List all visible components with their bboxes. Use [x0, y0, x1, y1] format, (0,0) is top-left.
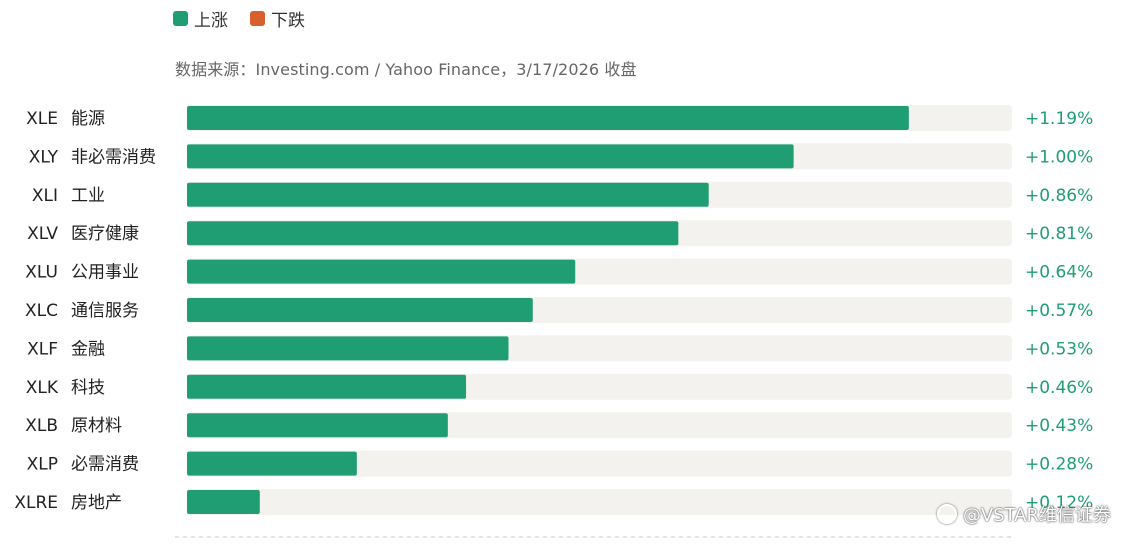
sector-label: 科技	[71, 378, 105, 398]
value-label: +0.46%	[1025, 378, 1093, 398]
value-label: +0.43%	[1025, 416, 1093, 436]
bar-track	[187, 489, 1012, 515]
bar-row-xli: XLI 工业 +0.86%	[32, 181, 1093, 208]
ticker-label: XLP	[27, 455, 58, 475]
sector-label: 工业	[71, 186, 105, 206]
ticker-label: XLRE	[14, 493, 58, 513]
bar-row-xlk: XLK 科技 +0.46%	[26, 373, 1093, 400]
bar	[187, 413, 448, 438]
ticker-label: XLK	[26, 378, 59, 398]
bar-row-xlu: XLU 公用事业 +0.64%	[25, 258, 1093, 285]
bar	[187, 221, 679, 246]
value-label: +0.12%	[1025, 493, 1093, 513]
bar	[187, 451, 357, 476]
sector-label: 通信服务	[71, 301, 139, 321]
sector-label: 非必需消费	[71, 147, 156, 167]
bar-row-xlb: XLB 原材料 +0.43%	[25, 412, 1093, 439]
legend-item-up: 上涨	[173, 6, 228, 31]
watermark-text: @VSTAR维信证券	[962, 505, 1111, 526]
ticker-label: XLF	[27, 339, 58, 359]
value-label: +0.81%	[1025, 224, 1093, 244]
value-label: +0.57%	[1025, 301, 1093, 321]
ticker-label: XLU	[25, 263, 58, 283]
sector-label: 公用事业	[71, 263, 139, 283]
bars-layer: XLE 能源 +1.19% XLY 非必需消费 +1.00% XLI 工业 +0.86% XLV 医…	[14, 105, 1093, 515]
ticker-label: XLY	[29, 147, 59, 167]
watermark-icon	[936, 504, 957, 524]
bar	[187, 298, 533, 322]
bar	[187, 336, 509, 361]
sector-label: 必需消费	[71, 455, 139, 475]
sector-label: 能源	[71, 109, 105, 129]
bar-row-xly: XLY 非必需消费 +1.00%	[29, 143, 1093, 170]
legend-item-down: 下跌	[250, 6, 305, 31]
sector-label: 原材料	[71, 416, 122, 436]
legend-swatch-down	[250, 11, 265, 26]
bar	[187, 182, 709, 207]
sector-label: 金融	[71, 339, 105, 359]
bar-track	[187, 450, 1012, 477]
legend-label-up: 上涨	[194, 11, 228, 31]
ticker-label: XLC	[25, 301, 58, 321]
legend-label-down: 下跌	[271, 11, 305, 31]
ticker-label: XLV	[27, 224, 58, 244]
bar-row-xlf: XLF 金融 +0.53%	[27, 335, 1093, 362]
data-source-note: 数据来源：Investing.com / Yahoo Finance，3/17/…	[175, 60, 637, 79]
bar	[187, 144, 794, 169]
value-label: +0.86%	[1025, 186, 1093, 206]
bar-row-xlv: XLV 医疗健康 +0.81%	[27, 220, 1093, 247]
bar	[187, 259, 576, 284]
value-label: +0.64%	[1025, 263, 1093, 283]
bar-row-xlp: XLP 必需消费 +0.28%	[27, 450, 1093, 477]
sector-label: 医疗健康	[71, 224, 139, 244]
value-label: +0.28%	[1025, 455, 1093, 475]
bar	[187, 106, 909, 130]
sector-label: 房地产	[71, 493, 122, 513]
legend-swatch-up	[173, 11, 188, 26]
bar	[187, 374, 467, 399]
value-label: +0.53%	[1025, 339, 1093, 359]
value-label: +1.00%	[1025, 147, 1093, 167]
value-label: +1.19%	[1025, 109, 1093, 129]
ticker-label: XLI	[32, 186, 58, 206]
ticker-label: XLB	[25, 416, 58, 436]
watermark: @VSTAR维信证券	[936, 501, 1111, 527]
bar-row-xlre: XLRE 房地产 +0.12%	[14, 489, 1093, 515]
legend: 上涨 下跌	[173, 6, 305, 31]
ticker-label: XLE	[26, 109, 58, 129]
bar-row-xlc: XLC 通信服务 +0.57%	[25, 297, 1093, 323]
bar-row-xle: XLE 能源 +1.19%	[26, 105, 1093, 131]
bar	[187, 490, 260, 514]
